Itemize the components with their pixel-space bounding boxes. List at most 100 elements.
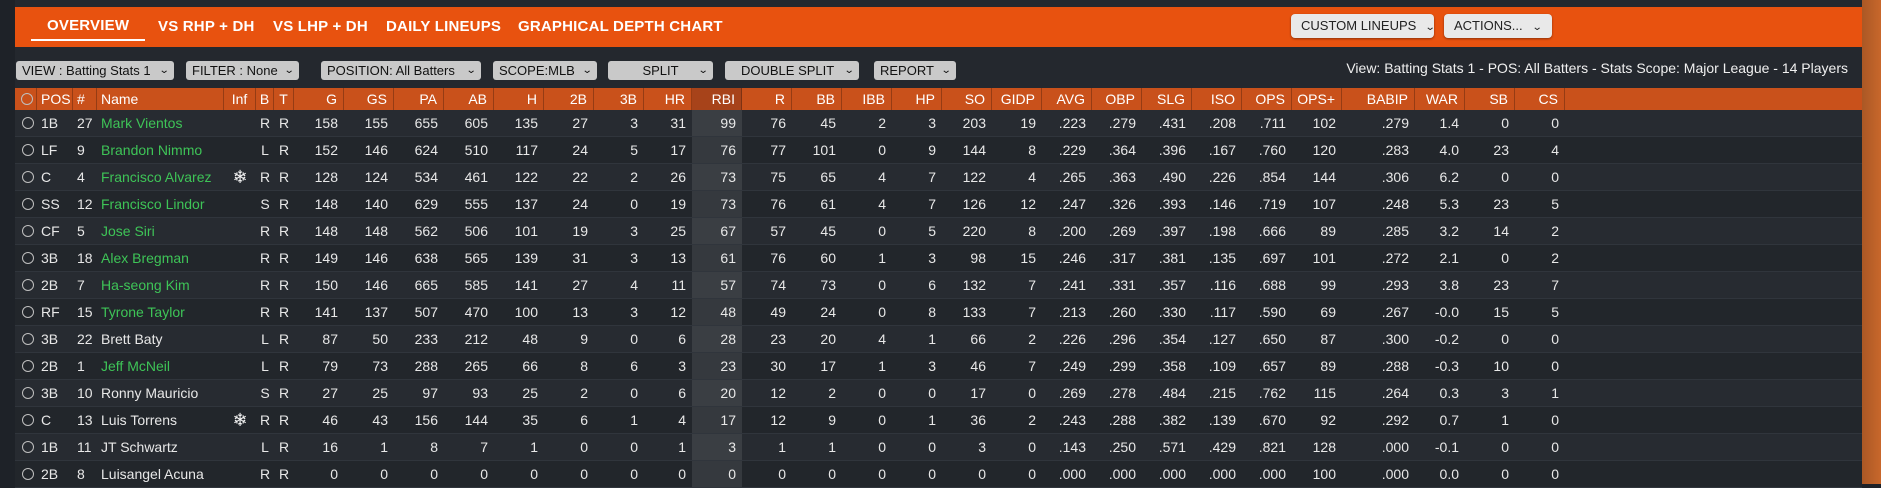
select-all-radio[interactable] <box>15 88 37 110</box>
column-header-babip[interactable]: BABIP <box>1342 88 1415 110</box>
table-row[interactable]: 1B 27 Mark Vientos R R 158 155 655 605 135 27 3 31 99… <box>15 110 1862 137</box>
view-dropdown[interactable]: VIEW : Batting Stats 1 ⌄ <box>16 61 174 80</box>
column-header-hp[interactable]: HP <box>892 88 942 110</box>
player-name[interactable]: Luisangel Acuna <box>101 466 204 482</box>
custom-lineups-button[interactable]: CUSTOM LINEUPS ⌄ <box>1291 14 1436 38</box>
stat-obp: .296 <box>1108 331 1136 347</box>
column-header-hr[interactable]: HR <box>644 88 692 110</box>
player-name[interactable]: Jose Siri <box>101 223 155 239</box>
column-header-avg[interactable]: AVG <box>1042 88 1092 110</box>
column-header-t[interactable]: T <box>274 88 294 110</box>
player-name[interactable]: Jeff McNeil <box>101 358 170 374</box>
column-header-[interactable]: # <box>73 88 97 110</box>
column-header-ops[interactable]: OPS <box>1242 88 1292 110</box>
tab-vs-rhp-dh[interactable]: VS RHP + DH <box>158 18 255 35</box>
column-header-bb[interactable]: BB <box>792 88 842 110</box>
column-header-sb[interactable]: SB <box>1465 88 1515 110</box>
stat-ab: 506 <box>464 223 488 239</box>
position-dropdown[interactable]: POSITION: All Batters ⌄ <box>321 61 481 80</box>
tab-graphical-depth-chart[interactable]: GRAPHICAL DEPTH CHART <box>518 18 723 35</box>
table-row[interactable]: RF 15 Tyrone Taylor R R 141 137 507 470 100 13 3 12 4… <box>15 299 1862 326</box>
table-row[interactable]: C 4 Francisco Alvarez ❄ R R 128 124 534 461 122 22 2… <box>15 164 1862 191</box>
radio-icon[interactable] <box>21 225 34 237</box>
player-name[interactable]: Mark Vientos <box>101 115 183 131</box>
column-header-b[interactable]: B <box>256 88 274 110</box>
table-row[interactable]: 3B 22 Brett Baty L R 87 50 233 212 48 9 0 6 28 23 20 4 1 6… <box>15 326 1862 353</box>
player-t: R <box>278 277 290 293</box>
column-header-pa[interactable]: PA <box>394 88 444 110</box>
tab-overview[interactable]: OVERVIEW <box>31 13 146 41</box>
column-header-ops[interactable]: OPS+ <box>1292 88 1342 110</box>
column-header-3b[interactable]: 3B <box>594 88 644 110</box>
radio-icon[interactable] <box>21 441 34 453</box>
radio-icon[interactable] <box>21 387 34 399</box>
table-row[interactable]: 1B 11 JT Schwartz L R 16 1 8 7 1 0 0 1 3 1 1 0 0 3 0.143.25… <box>15 434 1862 461</box>
radio-icon[interactable] <box>21 144 34 156</box>
column-header-gs[interactable]: GS <box>344 88 394 110</box>
table-row[interactable]: SS 12 Francisco Lindor S R 148 140 629 555 137 24 0… <box>15 191 1862 218</box>
tab-daily-lineups[interactable]: DAILY LINEUPS <box>386 18 502 35</box>
table-row[interactable]: 2B 7 Ha-seong Kim R R 150 146 665 585 141 27 4 11 57 7… <box>15 272 1862 299</box>
player-name[interactable]: Luis Torrens <box>101 412 178 428</box>
column-header-g[interactable]: G <box>294 88 344 110</box>
table-row[interactable]: 2B 1 Jeff McNeil L R 79 73 288 265 66 8 6 3 23 30 17 1 3 4… <box>15 353 1862 380</box>
scope-dropdown[interactable]: SCOPE:MLB ⌄ <box>493 61 597 80</box>
radio-icon[interactable] <box>21 333 34 345</box>
column-header-iso[interactable]: ISO <box>1192 88 1242 110</box>
column-header-gidp[interactable]: GIDP <box>992 88 1042 110</box>
column-header-cs[interactable]: CS <box>1515 88 1565 110</box>
radio-icon[interactable] <box>21 198 34 210</box>
column-header-rbi[interactable]: RBI <box>692 88 742 110</box>
radio-icon[interactable] <box>21 171 34 183</box>
stat-war: -0.1 <box>1434 439 1459 455</box>
player-name[interactable]: Francisco Lindor <box>101 196 205 212</box>
table-row[interactable]: 3B 10 Ronny Mauricio S R 27 25 97 93 25 2 0 6 20 12 2 0 0… <box>15 380 1862 407</box>
column-header-so[interactable]: SO <box>942 88 992 110</box>
column-header-h[interactable]: H <box>494 88 544 110</box>
radio-icon[interactable] <box>21 252 34 264</box>
radio-icon[interactable] <box>21 117 34 129</box>
column-header-ibb[interactable]: IBB <box>842 88 892 110</box>
column-header-war[interactable]: WAR <box>1415 88 1465 110</box>
stat-bb: 24 <box>820 304 836 320</box>
radio-icon[interactable] <box>21 306 34 318</box>
radio-icon[interactable] <box>21 468 34 480</box>
column-header-2b[interactable]: 2B <box>544 88 594 110</box>
table-row[interactable]: C 13 Luis Torrens ❄ R R 46 43 156 144 35 6 1 4 17 12 9 0 1… <box>15 407 1862 434</box>
stat-pa: 534 <box>414 169 438 185</box>
player-name[interactable]: Tyrone Taylor <box>101 304 185 320</box>
split-dropdown[interactable]: SPLIT ⌄ <box>608 61 713 80</box>
radio-icon[interactable] <box>21 279 34 291</box>
column-header-ab[interactable]: AB <box>444 88 494 110</box>
stat-sb: 0 <box>1501 169 1509 185</box>
column-header-r[interactable]: R <box>742 88 792 110</box>
radio-icon[interactable] <box>21 93 33 105</box>
column-header-inf[interactable]: Inf <box>224 88 256 110</box>
column-header-obp[interactable]: OBP <box>1092 88 1142 110</box>
player-name[interactable]: Francisco Alvarez <box>101 169 212 185</box>
double-split-dropdown[interactable]: DOUBLE SPLIT ⌄ <box>725 61 859 80</box>
stat-gidp: 19 <box>1020 115 1036 131</box>
player-name[interactable]: Alex Bregman <box>101 250 189 266</box>
player-name[interactable]: JT Schwartz <box>101 439 178 455</box>
player-name[interactable]: Brandon Nimmo <box>101 142 203 158</box>
table-row[interactable]: LF 9 Brandon Nimmo L R 152 146 624 510 117 24 5 17 76… <box>15 137 1862 164</box>
tab-vs-lhp-dh[interactable]: VS LHP + DH <box>273 18 368 35</box>
table-row[interactable]: CF 5 Jose Siri R R 148 148 562 506 101 19 3 25 67 57 45… <box>15 218 1862 245</box>
radio-icon[interactable] <box>21 360 34 372</box>
actions-label: ACTIONS... <box>1454 18 1523 33</box>
actions-button[interactable]: ACTIONS... ⌄ <box>1444 14 1552 38</box>
player-b: R <box>259 223 271 239</box>
filter-dropdown[interactable]: FILTER : None ⌄ <box>186 61 299 80</box>
stat-pa: 8 <box>430 439 438 455</box>
radio-icon[interactable] <box>21 414 34 426</box>
report-dropdown[interactable]: REPORT ⌄ <box>874 61 956 80</box>
player-name[interactable]: Ronny Mauricio <box>101 385 199 401</box>
player-name[interactable]: Brett Baty <box>101 331 163 347</box>
column-header-pos[interactable]: POS <box>37 88 73 110</box>
player-name[interactable]: Ha-seong Kim <box>101 277 190 293</box>
table-row[interactable]: 3B 18 Alex Bregman R R 149 146 638 565 139 31 3 13 61… <box>15 245 1862 272</box>
column-header-name[interactable]: Name <box>97 88 224 110</box>
stat-3b: 4 <box>630 277 638 293</box>
column-header-slg[interactable]: SLG <box>1142 88 1192 110</box>
